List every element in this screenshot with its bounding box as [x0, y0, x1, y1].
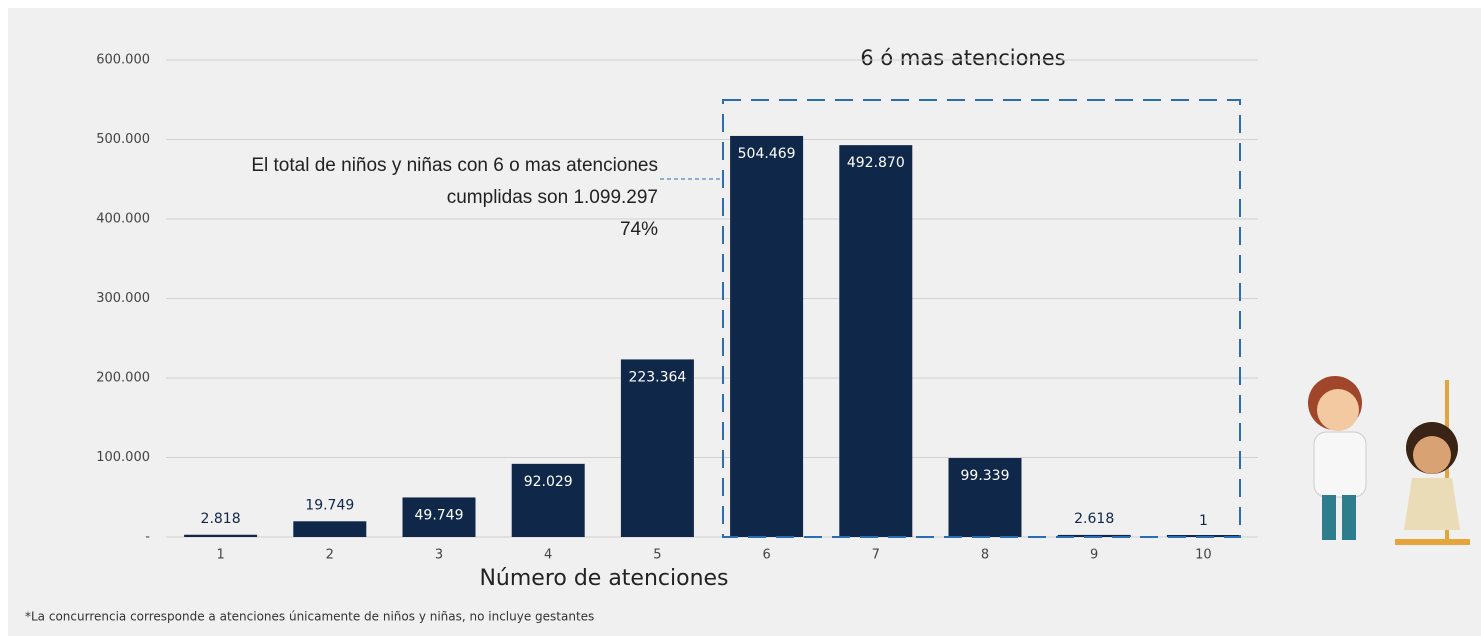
x-tick-label: 2: [326, 548, 334, 563]
child-dress: [1404, 478, 1460, 530]
y-tick-label: 400.000: [96, 212, 150, 227]
footnote: *La concurrencia corresponde a atencione…: [25, 610, 594, 624]
x-tick-label: 5: [653, 548, 661, 563]
x-tick-label: 6: [762, 548, 770, 563]
doctor-leg: [1322, 495, 1336, 540]
value-label: 92.029: [524, 474, 573, 490]
value-label: 99.339: [961, 468, 1010, 484]
x-tick-label: 3: [435, 548, 443, 563]
annotation: cumplidas son 1.099.297: [447, 187, 658, 208]
annotation: El total de niños y niñas con 6 o mas at…: [251, 155, 658, 176]
value-label: 492.870: [847, 155, 905, 171]
bracket-title: 6 ó mas atenciones: [860, 46, 1065, 70]
value-label: 2.618: [1074, 511, 1114, 527]
y-tick-label: 600.000: [96, 53, 150, 68]
y-tick-label: 100.000: [96, 450, 150, 465]
bar: [293, 521, 366, 537]
value-label: 2.818: [201, 511, 241, 527]
value-label: 223.364: [628, 369, 686, 385]
y-tick-label: 200.000: [96, 371, 150, 386]
value-label: 49.749: [415, 507, 464, 523]
scale-base: [1395, 539, 1470, 545]
child-face: [1413, 436, 1451, 474]
bar: [184, 535, 257, 537]
doctor-leg: [1342, 495, 1356, 540]
x-tick-label: 1: [216, 548, 224, 563]
x-tick-label: 8: [981, 548, 989, 563]
bar: [621, 359, 694, 537]
y-tick-label: 300.000: [96, 291, 150, 306]
value-label: 504.469: [738, 146, 796, 162]
doctor-coat: [1314, 432, 1366, 497]
x-tick-label: 4: [544, 548, 552, 563]
annotation: 74%: [620, 219, 658, 240]
x-tick-label: 9: [1090, 548, 1098, 563]
page: {"chart_data": {"type": "bar", "categori…: [0, 0, 1481, 636]
x-tick-label: 7: [872, 548, 880, 563]
bar: [839, 145, 912, 537]
value-label: 1: [1199, 513, 1208, 529]
x-axis-label: Número de atenciones: [479, 566, 728, 591]
doctor-face: [1317, 389, 1359, 431]
bar: [730, 136, 803, 537]
y-tick-label: 500.000: [96, 132, 150, 147]
chart: 6 ó mas atenciones El total de niños y n…: [0, 0, 1481, 636]
x-tick-label: 10: [1195, 548, 1212, 563]
value-label: 19.749: [305, 497, 354, 513]
y-tick-label: -: [145, 530, 150, 545]
